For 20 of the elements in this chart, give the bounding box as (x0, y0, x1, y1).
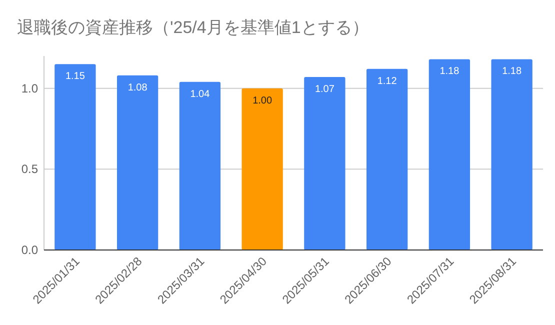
chart-title: 退職後の資産推移（'25/4月を基準値1とする） (17, 18, 369, 37)
bar (428, 59, 470, 250)
data-label: 1.04 (190, 88, 210, 100)
data-label: 1.18 (440, 66, 460, 78)
data-label: 1.08 (128, 82, 148, 94)
bar (491, 59, 532, 250)
data-label: 1.18 (502, 66, 522, 78)
bar (304, 77, 346, 250)
data-label: 1.12 (377, 76, 398, 87)
bar (179, 82, 221, 250)
y-tick-label: 0.5 (21, 162, 38, 176)
y-tick-label: 0.0 (21, 243, 38, 257)
data-label: 1.07 (314, 84, 335, 96)
y-tick-label: 1.0 (21, 81, 38, 96)
bar (54, 64, 96, 250)
data-label: 1.00 (252, 95, 272, 106)
bar (116, 75, 158, 250)
bar (242, 88, 283, 250)
data-label: 1.15 (65, 71, 86, 82)
bar (366, 68, 408, 250)
